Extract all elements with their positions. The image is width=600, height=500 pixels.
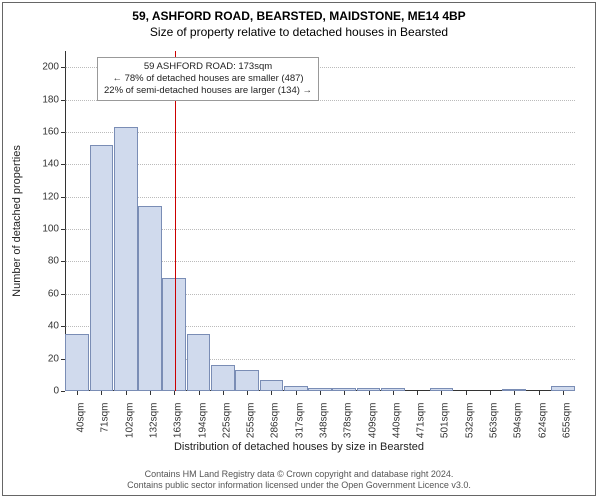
info-line3: 22% of semi-detached houses are larger (… <box>104 85 312 97</box>
histogram-bar <box>260 380 284 391</box>
x-tick-label: 563sqm <box>489 403 500 439</box>
info-line1: 59 ASHFORD ROAD: 173sqm <box>104 61 312 73</box>
histogram-bar <box>211 365 235 391</box>
info-box: 59 ASHFORD ROAD: 173sqm← 78% of detached… <box>97 57 319 101</box>
x-tick-mark <box>296 391 297 395</box>
x-tick-label: 409sqm <box>367 403 378 439</box>
plot-area: 02040608010012014016018020040sqm71sqm102… <box>65 51 575 391</box>
y-tick-label: 180 <box>42 94 59 105</box>
histogram-bar <box>235 370 259 391</box>
x-tick-mark <box>514 391 515 395</box>
y-tick-label: 20 <box>48 353 59 364</box>
x-tick-mark <box>247 391 248 395</box>
x-tick-label: 532sqm <box>464 403 475 439</box>
x-tick-mark <box>563 391 564 395</box>
x-tick-label: 71sqm <box>100 403 111 433</box>
x-tick-mark <box>126 391 127 395</box>
x-tick-mark <box>393 391 394 395</box>
x-tick-mark <box>150 391 151 395</box>
x-tick-label: 440sqm <box>391 403 402 439</box>
x-tick-mark <box>320 391 321 395</box>
y-tick-mark <box>61 164 65 165</box>
y-tick-label: 40 <box>48 321 59 332</box>
y-tick-mark <box>61 326 65 327</box>
x-tick-label: 163sqm <box>173 403 184 439</box>
x-tick-label: 348sqm <box>319 403 330 439</box>
histogram-bar <box>65 334 89 391</box>
y-tick-label: 200 <box>42 62 59 73</box>
y-tick-label: 80 <box>48 256 59 267</box>
x-tick-mark <box>441 391 442 395</box>
y-tick-mark <box>61 197 65 198</box>
x-tick-label: 624sqm <box>537 403 548 439</box>
x-tick-mark <box>539 391 540 395</box>
x-tick-mark <box>271 391 272 395</box>
info-line2: ← 78% of detached houses are smaller (48… <box>104 73 312 85</box>
x-tick-mark <box>344 391 345 395</box>
histogram-bar <box>187 334 211 391</box>
x-tick-mark <box>490 391 491 395</box>
y-tick-label: 160 <box>42 126 59 137</box>
x-tick-mark <box>466 391 467 395</box>
y-axis-label: Number of detached properties <box>11 145 23 297</box>
y-tick-label: 100 <box>42 224 59 235</box>
histogram-bar <box>114 127 138 391</box>
footer-attribution: Contains HM Land Registry data © Crown c… <box>3 469 595 492</box>
outer-border: 59, ASHFORD ROAD, BEARSTED, MAIDSTONE, M… <box>2 2 596 496</box>
x-tick-mark <box>369 391 370 395</box>
x-tick-label: 286sqm <box>270 403 281 439</box>
x-tick-mark <box>199 391 200 395</box>
grid-line <box>65 197 575 198</box>
histogram-bar <box>138 206 162 391</box>
footer-line1: Contains HM Land Registry data © Crown c… <box>3 469 595 480</box>
y-tick-mark <box>61 100 65 101</box>
x-tick-label: 102sqm <box>124 403 135 439</box>
y-tick-label: 140 <box>42 159 59 170</box>
y-tick-mark <box>61 229 65 230</box>
y-tick-mark <box>61 261 65 262</box>
y-tick-mark <box>61 294 65 295</box>
histogram-bar <box>90 145 114 391</box>
grid-line <box>65 164 575 165</box>
x-tick-mark <box>223 391 224 395</box>
x-tick-label: 471sqm <box>416 403 427 439</box>
x-tick-label: 378sqm <box>343 403 354 439</box>
x-tick-mark <box>101 391 102 395</box>
x-tick-mark <box>174 391 175 395</box>
x-tick-mark <box>417 391 418 395</box>
x-tick-label: 194sqm <box>197 403 208 439</box>
x-tick-label: 40sqm <box>76 403 87 433</box>
x-tick-mark <box>77 391 78 395</box>
x-tick-label: 132sqm <box>149 403 160 439</box>
y-tick-label: 0 <box>53 386 59 397</box>
x-tick-label: 225sqm <box>221 403 232 439</box>
title-address: 59, ASHFORD ROAD, BEARSTED, MAIDSTONE, M… <box>3 9 595 23</box>
grid-line <box>65 132 575 133</box>
y-tick-label: 60 <box>48 288 59 299</box>
footer-line2: Contains public sector information licen… <box>3 480 595 491</box>
reference-line <box>175 51 176 391</box>
x-tick-label: 317sqm <box>294 403 305 439</box>
x-tick-label: 255sqm <box>246 403 257 439</box>
y-tick-mark <box>61 132 65 133</box>
y-tick-label: 120 <box>42 191 59 202</box>
x-tick-label: 501sqm <box>440 403 451 439</box>
y-tick-mark <box>61 67 65 68</box>
x-axis-label: Distribution of detached houses by size … <box>3 441 595 453</box>
x-tick-label: 594sqm <box>513 403 524 439</box>
x-tick-label: 655sqm <box>561 403 572 439</box>
y-tick-mark <box>61 391 65 392</box>
title-subtitle: Size of property relative to detached ho… <box>3 25 595 39</box>
